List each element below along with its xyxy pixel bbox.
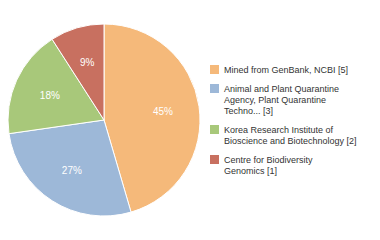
pie-slice	[52, 24, 104, 120]
legend: Mined from GenBank, NCBI [5] Animal and P…	[210, 65, 357, 176]
legend-label: Korea Research Institute ofBioscience an…	[224, 125, 357, 146]
legend-label-line: Korea Research Institute of	[224, 125, 334, 135]
data-labels: 45% 27% 18% 9%	[40, 57, 173, 175]
legend-label-line: Genomics [1]	[224, 166, 277, 176]
legend-swatch	[210, 125, 219, 134]
legend-label: Animal and Plant QuarantineAgency, Plant…	[224, 84, 339, 116]
data-label: 45%	[153, 106, 173, 117]
legend-label-line: Bioscience and Biotechnology [2]	[224, 136, 357, 146]
pie-slice	[9, 120, 131, 216]
legend-label: Centre for BiodiversityGenomics [1]	[224, 155, 313, 176]
data-label: 18%	[40, 90, 60, 101]
chart-svg: 45% 27% 18% 9% Mined from GenBank, NCBI [5] A…	[0, 0, 380, 240]
legend-swatch	[210, 65, 219, 74]
legend-label-line: Mined from GenBank, NCBI [5]	[224, 65, 348, 75]
legend-item: Korea Research Institute ofBioscience an…	[210, 125, 357, 146]
legend-item: Mined from GenBank, NCBI [5]	[210, 65, 348, 75]
pie	[8, 24, 200, 216]
legend-item: Animal and Plant QuarantineAgency, Plant…	[210, 84, 339, 116]
data-label: 9%	[80, 57, 95, 68]
data-label: 27%	[62, 165, 82, 176]
legend-label-line: Agency, Plant Quarantine	[224, 95, 326, 105]
legend-label-line: Centre for Biodiversity	[224, 155, 313, 165]
legend-swatch	[210, 84, 219, 93]
legend-label-line: Animal and Plant Quarantine	[224, 84, 339, 94]
legend-item: Centre for BiodiversityGenomics [1]	[210, 155, 313, 176]
legend-label: Mined from GenBank, NCBI [5]	[224, 65, 348, 75]
legend-label-line: Techno... [3]	[224, 106, 273, 116]
legend-swatch	[210, 155, 219, 164]
